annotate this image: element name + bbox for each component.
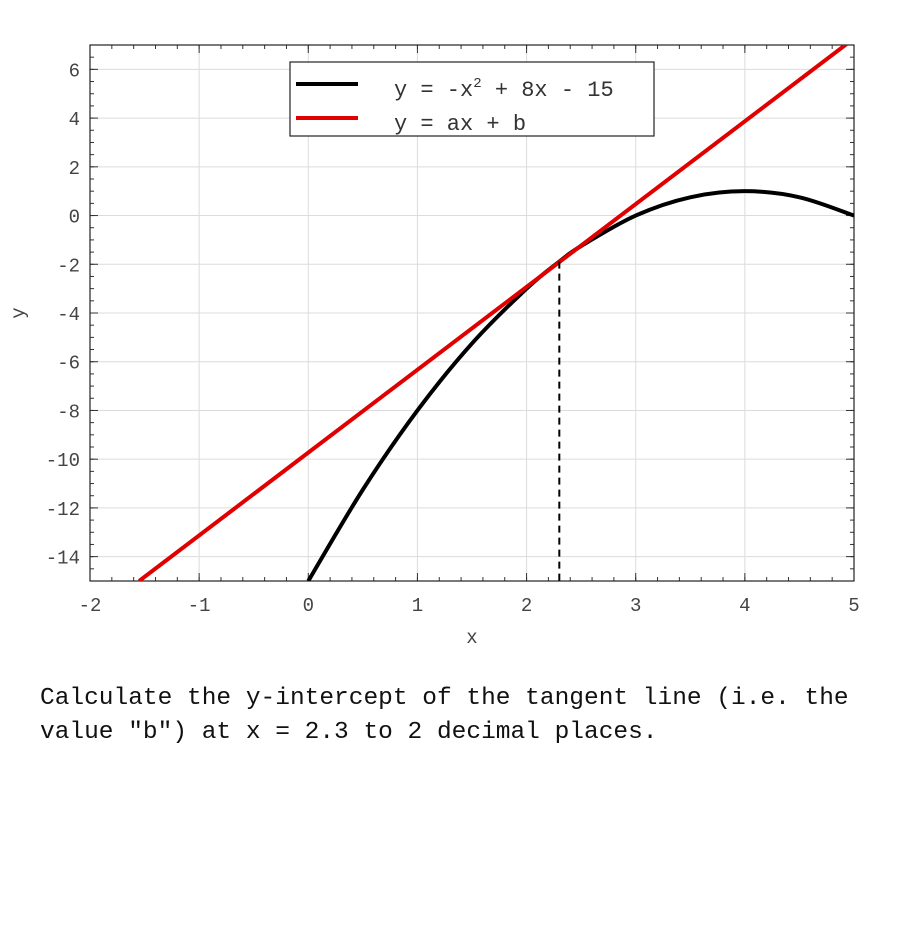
question-text: Calculate the y-intercept of the tangent…: [40, 685, 849, 746]
x-axis-label: x: [466, 627, 477, 649]
legend-label-superscript: 2: [473, 76, 481, 92]
series-layer: [137, 45, 854, 581]
y-tick-label: -14: [46, 548, 80, 570]
y-axis-label: y: [8, 307, 30, 318]
y-tick-label: 0: [69, 207, 80, 229]
y-tick-label: -12: [46, 499, 80, 521]
y-tick-label: 4: [69, 109, 80, 131]
y-tick-label: -2: [57, 255, 80, 277]
legend-label-base: y = -x: [394, 78, 473, 103]
legend-box: [289, 61, 655, 137]
y-tick-label: 6: [69, 60, 80, 82]
y-tick-label: 2: [69, 158, 80, 180]
x-tick-label: -2: [79, 595, 102, 617]
y-tick-label: -6: [57, 353, 80, 375]
x-tick-label: 5: [848, 595, 859, 617]
x-tick-label: 1: [412, 595, 423, 617]
x-tick-label: 4: [739, 595, 750, 617]
x-tick-label: 2: [521, 595, 532, 617]
legend: y = -x2 + 8x - 15 y = ax + b: [289, 61, 655, 137]
y-tick-label: -4: [57, 304, 80, 326]
x-tick-label: 0: [303, 595, 314, 617]
legend-label-tail: + 8x - 15: [482, 78, 614, 103]
x-tick-label: 3: [630, 595, 641, 617]
parabola-series-line: [306, 189, 854, 581]
y-tick-label: -8: [57, 401, 80, 423]
legend-label: y = -x2 + 8x - 15: [394, 76, 614, 103]
plot-frame: [89, 44, 855, 582]
tangent-series-line: [137, 45, 849, 581]
x-tick-label: -1: [188, 595, 211, 617]
series-clip-group: [137, 45, 854, 581]
legend-label: y = ax + b: [394, 112, 526, 137]
y-tick-label: -10: [46, 450, 80, 472]
legend-label-base: y = ax + b: [394, 112, 526, 137]
